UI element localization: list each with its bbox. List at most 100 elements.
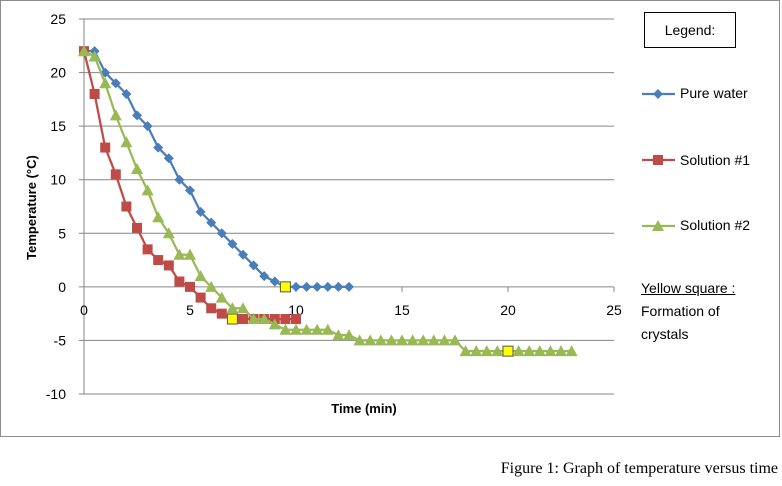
legend-note-line2: Formation of (641, 303, 720, 319)
point-solution-1-5 (132, 222, 142, 233)
point-solution-1-12 (206, 303, 217, 314)
point-solution-2-5 (131, 163, 143, 174)
point-solution-1-11 (195, 292, 206, 303)
legend-label-solution-1: Solution #1 (680, 152, 751, 168)
point-pure-water-20 (291, 281, 301, 292)
point-pure-water-5 (132, 110, 142, 121)
x-tick-label-5: 5 (186, 302, 194, 318)
point-solution-2-7 (152, 211, 165, 223)
point-solution-2-25 (343, 329, 355, 341)
x-tick-label-0: 0 (80, 302, 88, 318)
point-pure-water-14 (227, 239, 238, 249)
point-solution-1-3 (110, 169, 121, 180)
y-tick-label-15: 15 (50, 118, 66, 134)
point-solution-2-24 (332, 329, 345, 341)
crystal-marker-0 (279, 281, 291, 293)
point-solution-1-9 (174, 276, 185, 287)
point-solution-2-31 (406, 334, 419, 346)
point-solution-2-9 (173, 248, 186, 260)
y-tick-label--10: -10 (46, 386, 66, 402)
point-pure-water-4 (121, 89, 132, 99)
point-pure-water-7 (153, 142, 164, 153)
point-solution-2-23 (321, 323, 334, 335)
point-solution-1-7 (153, 255, 164, 266)
legend-title-box: Legend: (644, 12, 736, 48)
point-pure-water-10 (185, 185, 195, 196)
point-solution-1-4 (121, 201, 132, 212)
point-pure-water-9 (174, 174, 185, 185)
legend-note: Yellow square : Formation of crystals (641, 277, 776, 346)
point-solution-2-39 (491, 345, 504, 357)
point-pure-water-23 (322, 281, 333, 292)
point-solution-2-35 (449, 334, 461, 346)
point-solution-1-2 (100, 142, 111, 153)
y-tick-label--5: -5 (54, 332, 67, 348)
legend-marker-solution-1 (653, 155, 663, 165)
point-solution-1-13 (216, 308, 227, 319)
point-solution-2-4 (120, 136, 133, 148)
point-solution-2-14 (226, 302, 239, 314)
legend-marker-solution-2 (652, 220, 664, 231)
y-axis-title: Temperature (°C) (24, 155, 39, 260)
legend-label-solution-2: Solution #2 (680, 217, 751, 233)
legend-note-line3: crystals (641, 326, 689, 342)
point-pure-water-8 (163, 153, 174, 164)
point-pure-water-22 (312, 281, 323, 292)
point-solution-2-27 (364, 334, 377, 346)
x-tick-label-25: 25 (606, 302, 622, 318)
point-solution-2-20 (290, 323, 302, 335)
point-solution-2-29 (385, 334, 398, 346)
point-solution-1-20 (291, 314, 301, 324)
point-pure-water-11 (195, 206, 206, 217)
y-tick-label-25: 25 (50, 11, 66, 27)
y-tick-label-0: 0 (58, 279, 66, 295)
series-line-solution-2 (83, 50, 572, 353)
point-solution-2-41 (512, 345, 525, 357)
point-solution-2-30 (396, 334, 408, 346)
point-solution-2-16 (247, 313, 260, 324)
point-solution-2-34 (438, 334, 451, 346)
figure-caption: Figure 1: Graph of temperature versus ti… (500, 460, 778, 477)
x-tick-label-10: 10 (288, 302, 304, 318)
legend-title: Legend: (664, 22, 716, 38)
point-solution-2-6 (141, 184, 154, 196)
point-solution-2-28 (374, 334, 387, 346)
point-solution-2-32 (417, 334, 430, 346)
legend-note-title: Yellow square : (641, 280, 736, 296)
point-solution-2-8 (162, 227, 175, 239)
y-tick-label-10: 10 (50, 172, 66, 188)
point-solution-1-6 (142, 244, 153, 255)
point-solution-2-15 (237, 302, 249, 314)
x-tick-label-20: 20 (500, 302, 516, 318)
point-pure-water-21 (301, 281, 312, 292)
x-tick-label-15: 15 (394, 302, 410, 318)
point-solution-1-8 (163, 260, 174, 271)
point-pure-water-17 (259, 271, 270, 282)
point-solution-1-10 (185, 281, 195, 292)
point-solution-2-1 (88, 50, 101, 62)
point-pure-water-25 (344, 281, 354, 292)
point-solution-1-19 (280, 314, 291, 324)
point-pure-water-15 (238, 249, 248, 260)
point-solution-1-1 (89, 89, 100, 99)
point-pure-water-13 (216, 228, 227, 239)
point-solution-2-22 (311, 323, 324, 335)
point-solution-2-26 (353, 334, 366, 346)
point-solution-2-3 (109, 109, 122, 121)
point-solution-2-44 (544, 345, 557, 357)
point-solution-2-43 (533, 345, 546, 357)
point-solution-2-2 (99, 77, 112, 89)
x-axis-title: Time (min) (331, 401, 397, 416)
point-solution-2-42 (523, 345, 536, 357)
point-solution-2-10 (184, 248, 196, 260)
point-pure-water-6 (142, 121, 153, 132)
point-pure-water-3 (110, 78, 121, 89)
point-solution-2-37 (470, 345, 483, 357)
series-line-pure-water (84, 50, 349, 288)
y-tick-label-20: 20 (50, 65, 66, 81)
point-solution-1-15 (238, 314, 248, 324)
point-pure-water-16 (248, 260, 259, 271)
chart-plot-area: 25 20 15 10 5 0 -5 -10 0 5 10 15 20 25 Time (min) Tempe… (24, 11, 675, 416)
crystal-marker-2 (502, 345, 514, 357)
point-solution-2-19 (279, 323, 292, 335)
